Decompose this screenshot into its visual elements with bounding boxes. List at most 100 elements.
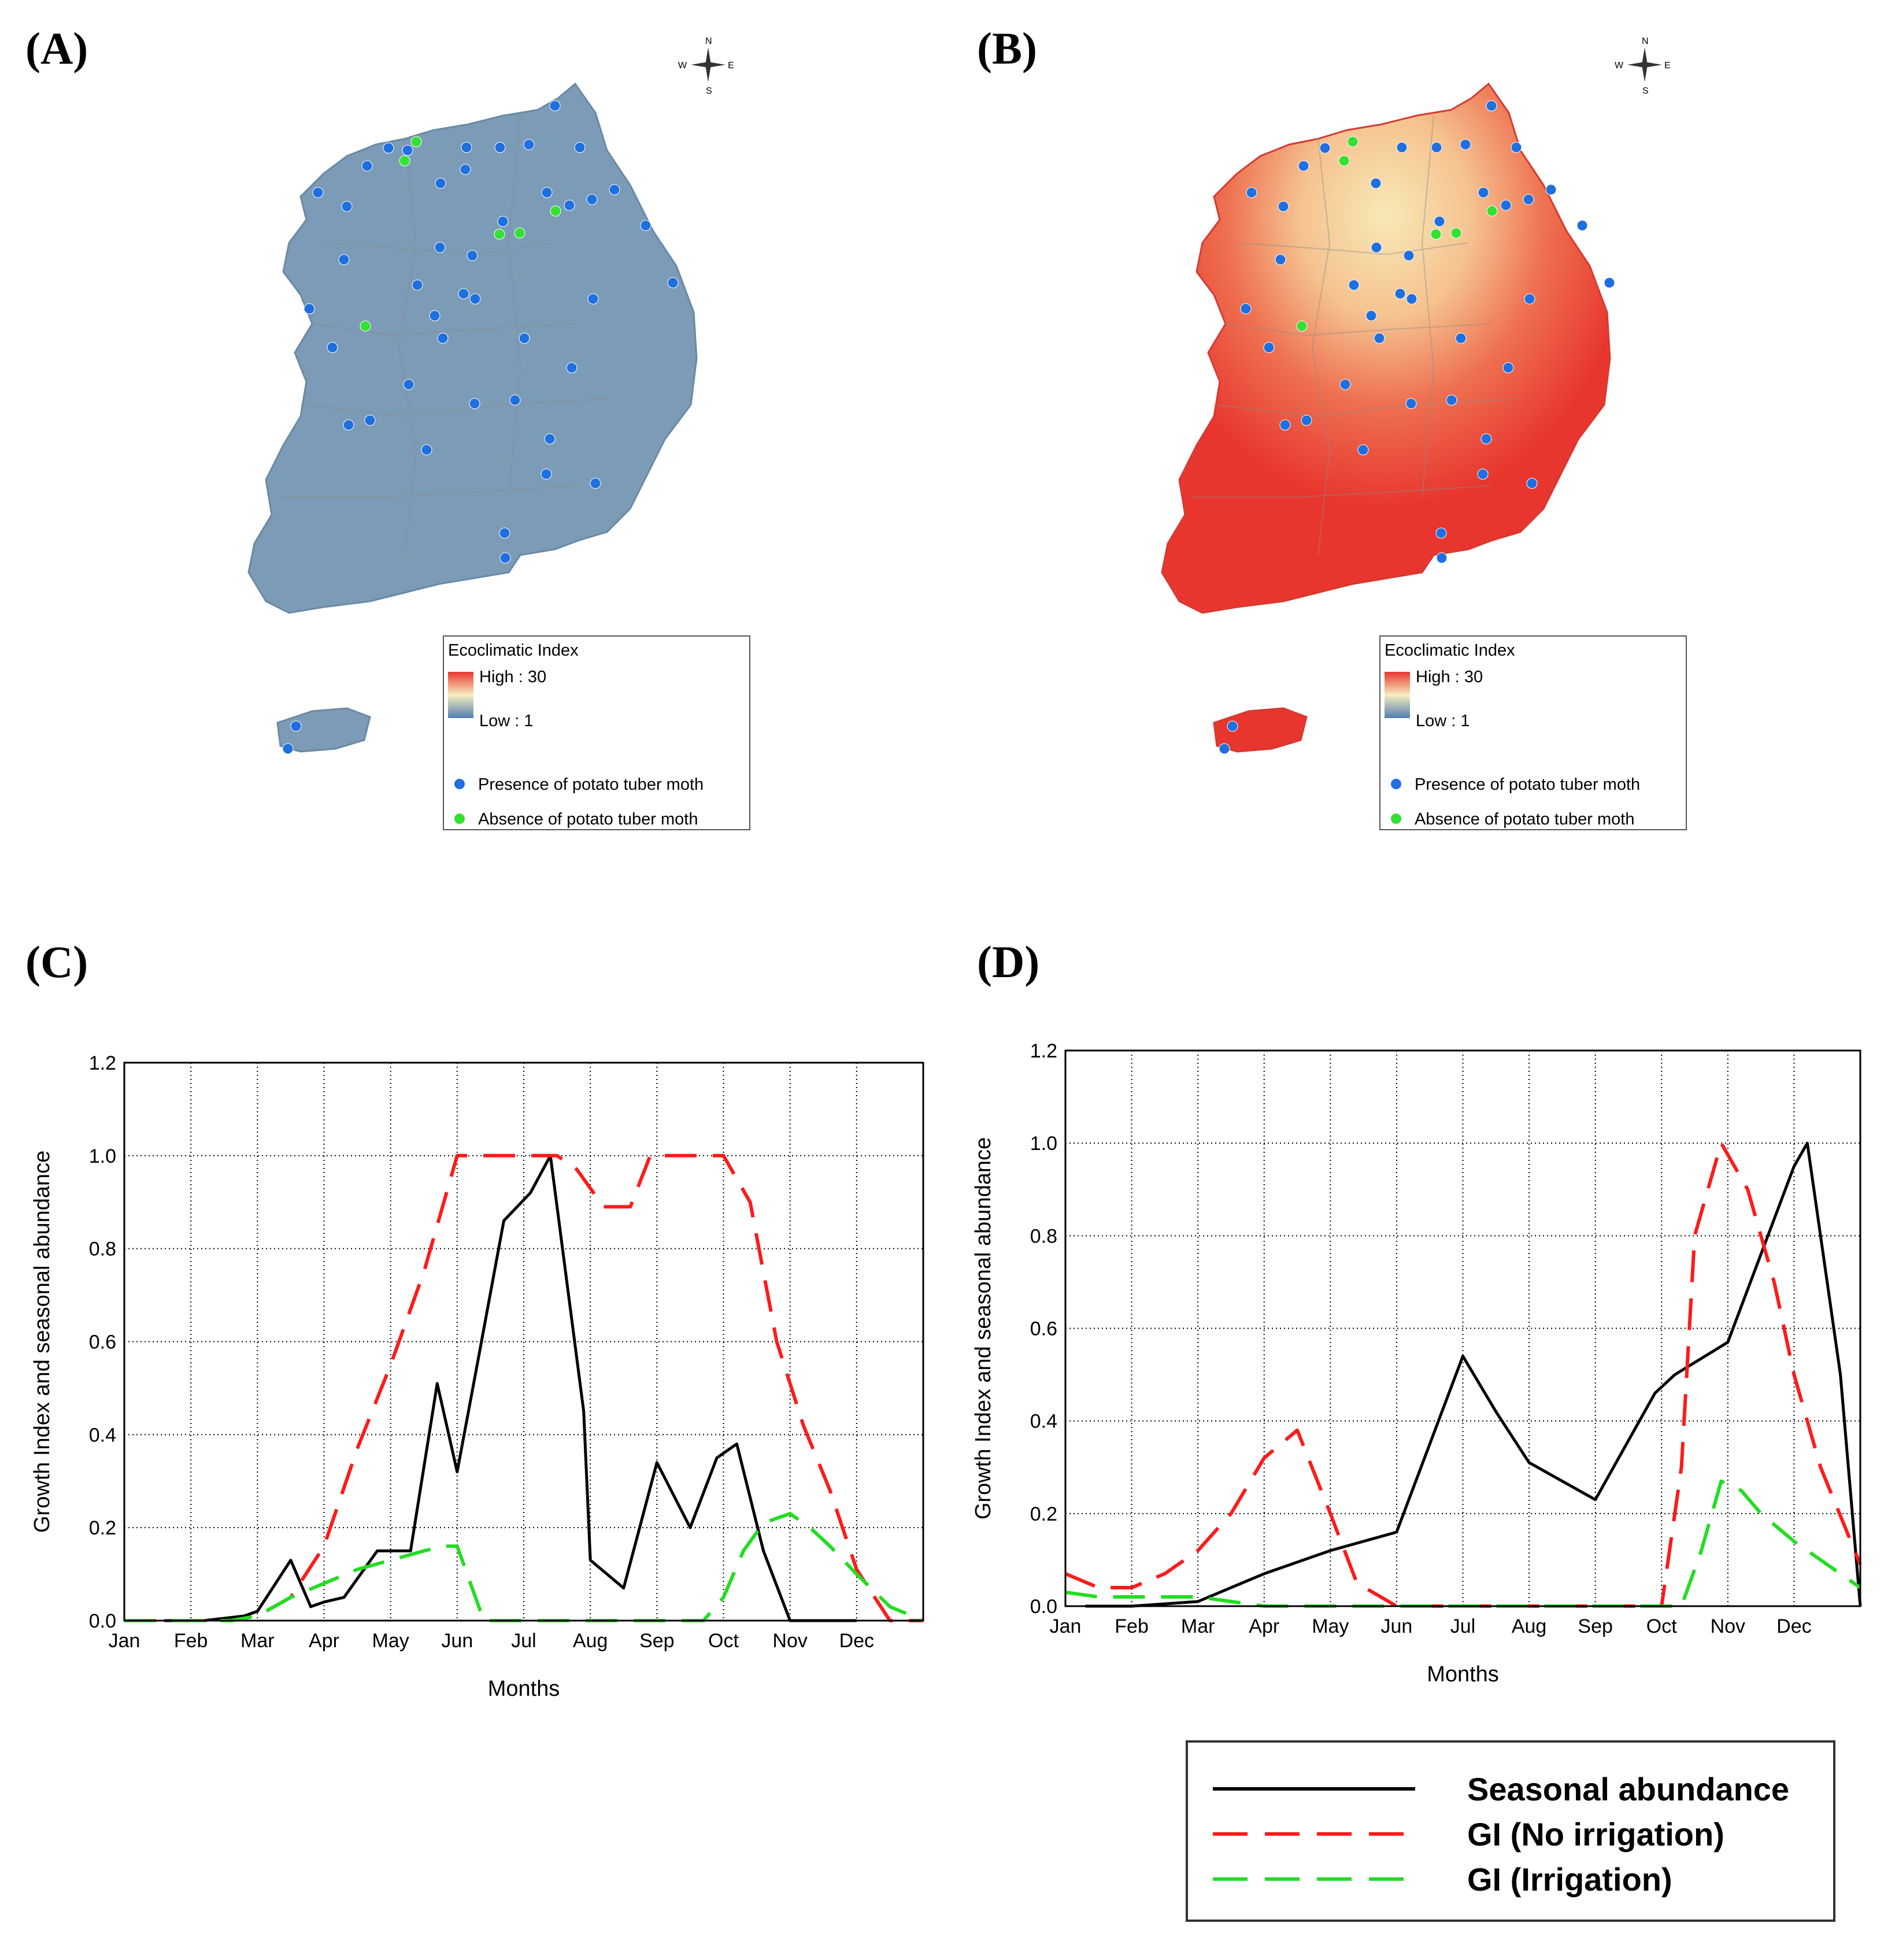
panel-label-c: (C) — [25, 937, 88, 987]
presence-site-marker — [1394, 288, 1406, 299]
legend-high: High : 30 — [1416, 668, 1483, 686]
presence-site-marker — [1526, 478, 1538, 489]
presence-site-marker — [1279, 419, 1291, 431]
x-tick-label: Apr — [1249, 1615, 1279, 1637]
presence-site-marker — [1371, 242, 1382, 253]
x-tick-label: Apr — [309, 1630, 339, 1652]
compass-rose: N S E W — [678, 36, 734, 96]
compass-w: W — [678, 61, 687, 71]
map-a — [247, 82, 698, 753]
x-tick-label: Jun — [1381, 1615, 1413, 1637]
x-tick-label: Jul — [1450, 1615, 1475, 1637]
presence-site-marker — [282, 743, 294, 755]
x-tick-label: Sep — [1578, 1615, 1613, 1637]
series-line-seasonal-abundance — [164, 1154, 857, 1622]
panel-label-a: (A) — [25, 23, 88, 73]
presence-site-marker — [549, 100, 561, 112]
y-tick-label: 1.0 — [89, 1145, 116, 1167]
presence-site-marker — [1357, 444, 1369, 456]
presence-site-marker — [1319, 142, 1331, 154]
legend-low: Low : 1 — [1416, 712, 1470, 730]
presence-site-marker — [343, 419, 354, 431]
x-tick-label: Jul — [511, 1630, 536, 1652]
presence-site-marker — [364, 415, 376, 426]
presence-site-marker — [1576, 220, 1588, 231]
absence-site-marker — [360, 320, 371, 332]
absence-site-marker — [1338, 155, 1350, 167]
y-tick-label: 0.6 — [1030, 1318, 1057, 1340]
y-axis-title: Growth Index and seasonal abundance — [971, 1137, 995, 1519]
compass-n: N — [1642, 36, 1649, 46]
legend-box — [443, 635, 750, 830]
presence-site-marker — [1348, 279, 1360, 291]
x-tick-label: Oct — [708, 1630, 739, 1652]
y-tick-label: 1.0 — [1030, 1133, 1057, 1155]
presence-site-marker — [566, 362, 578, 373]
legend-seasonal-label: Seasonal abundance — [1467, 1771, 1789, 1807]
absence-marker-icon — [1391, 813, 1401, 824]
presence-site-marker — [1240, 303, 1252, 315]
compass-s: S — [706, 86, 712, 96]
presence-site-marker — [1446, 394, 1457, 406]
presence-site-marker — [1502, 362, 1514, 373]
presence-site-marker — [609, 184, 620, 195]
x-axis-title: Months — [488, 1677, 560, 1701]
x-tick-label: Sep — [639, 1630, 675, 1652]
absence-site-marker — [1296, 320, 1308, 332]
presence-site-marker — [497, 216, 509, 227]
presence-site-marker — [402, 145, 413, 156]
legend-title: Ecoclimatic Index — [1385, 641, 1515, 660]
y-tick-label: 0.2 — [89, 1517, 116, 1539]
presence-site-marker — [499, 552, 511, 564]
presence-site-marker — [303, 303, 315, 315]
absence-site-marker — [1450, 227, 1462, 239]
compass-e: E — [1664, 61, 1671, 71]
y-tick-label: 0.8 — [1030, 1225, 1057, 1247]
presence-site-marker — [403, 379, 414, 390]
series-line-seasonal-abundance — [1085, 1141, 1862, 1608]
chart-c: 0.0 0.2 0.4 0.6 0.8 1.0 1.2 Jan Feb Mar Apr May Jun J… — [30, 1052, 924, 1701]
x-tick-label: Nov — [772, 1630, 807, 1652]
y-tick-label: 1.2 — [1030, 1040, 1057, 1062]
absence-site-marker — [1430, 228, 1442, 240]
absence-site-marker — [494, 228, 505, 240]
presence-site-marker — [1301, 415, 1312, 426]
presence-site-marker — [1403, 250, 1415, 261]
presence-site-marker — [361, 160, 373, 172]
compass-icon — [1627, 47, 1662, 82]
presence-site-marker — [587, 293, 599, 305]
panel-label-d: (D) — [977, 937, 1039, 987]
panel-label-b: (B) — [977, 23, 1037, 73]
presence-site-marker — [590, 478, 601, 489]
korea-mainland-shape — [1161, 82, 1611, 614]
x-axis-title: Months — [1427, 1662, 1499, 1687]
x-tick-label: Mar — [1181, 1615, 1215, 1637]
presence-site-marker — [1275, 254, 1286, 265]
y-axis-title: Growth Index and seasonal abundance — [30, 1151, 54, 1533]
absence-site-marker — [1486, 205, 1498, 217]
map-legend: Ecoclimatic Index High : 30 Low : 1 Pres… — [1379, 635, 1687, 830]
legend-color-ramp — [1385, 672, 1410, 718]
x-tick-label: Jun — [441, 1630, 473, 1652]
plot-frame — [123, 1062, 924, 1622]
presence-site-marker — [1545, 184, 1557, 195]
series-line-gi-no-irrigation — [124, 1153, 923, 1622]
x-tick-label: Jan — [1050, 1615, 1082, 1637]
presence-site-marker — [1434, 216, 1445, 227]
presence-site-marker — [1523, 194, 1534, 205]
presence-site-marker — [1227, 720, 1238, 732]
legend-high: High : 30 — [479, 668, 546, 686]
presence-site-marker — [1480, 433, 1492, 445]
absence-site-marker — [550, 205, 561, 217]
series-line-gi-irrigation — [124, 1512, 924, 1622]
y-tick-label: 0.4 — [89, 1424, 116, 1446]
presence-site-marker — [1478, 187, 1489, 198]
presence-site-marker — [435, 177, 446, 189]
map-b — [1161, 82, 1611, 753]
presence-site-marker — [458, 288, 469, 299]
presence-site-marker — [564, 199, 575, 211]
series-line-gi-no-irrigation — [1064, 1141, 1862, 1608]
presence-site-marker — [667, 277, 679, 289]
presence-site-marker — [1278, 201, 1289, 212]
